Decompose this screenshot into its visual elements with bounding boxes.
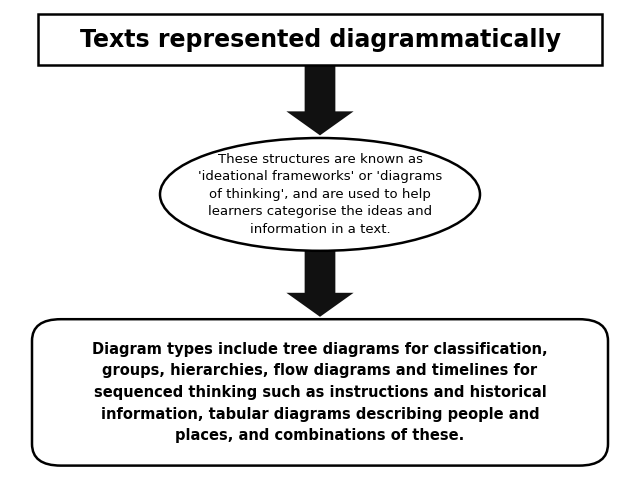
- FancyBboxPatch shape: [38, 14, 602, 65]
- Polygon shape: [287, 251, 354, 317]
- FancyBboxPatch shape: [32, 319, 608, 466]
- Ellipse shape: [160, 138, 480, 251]
- Text: Diagram types include tree diagrams for classification,
groups, hierarchies, flo: Diagram types include tree diagrams for …: [92, 342, 548, 443]
- Text: These structures are known as
'ideational frameworks' or 'diagrams
of thinking',: These structures are known as 'ideationa…: [198, 153, 442, 236]
- Text: Texts represented diagrammatically: Texts represented diagrammatically: [79, 28, 561, 52]
- Polygon shape: [287, 65, 354, 135]
